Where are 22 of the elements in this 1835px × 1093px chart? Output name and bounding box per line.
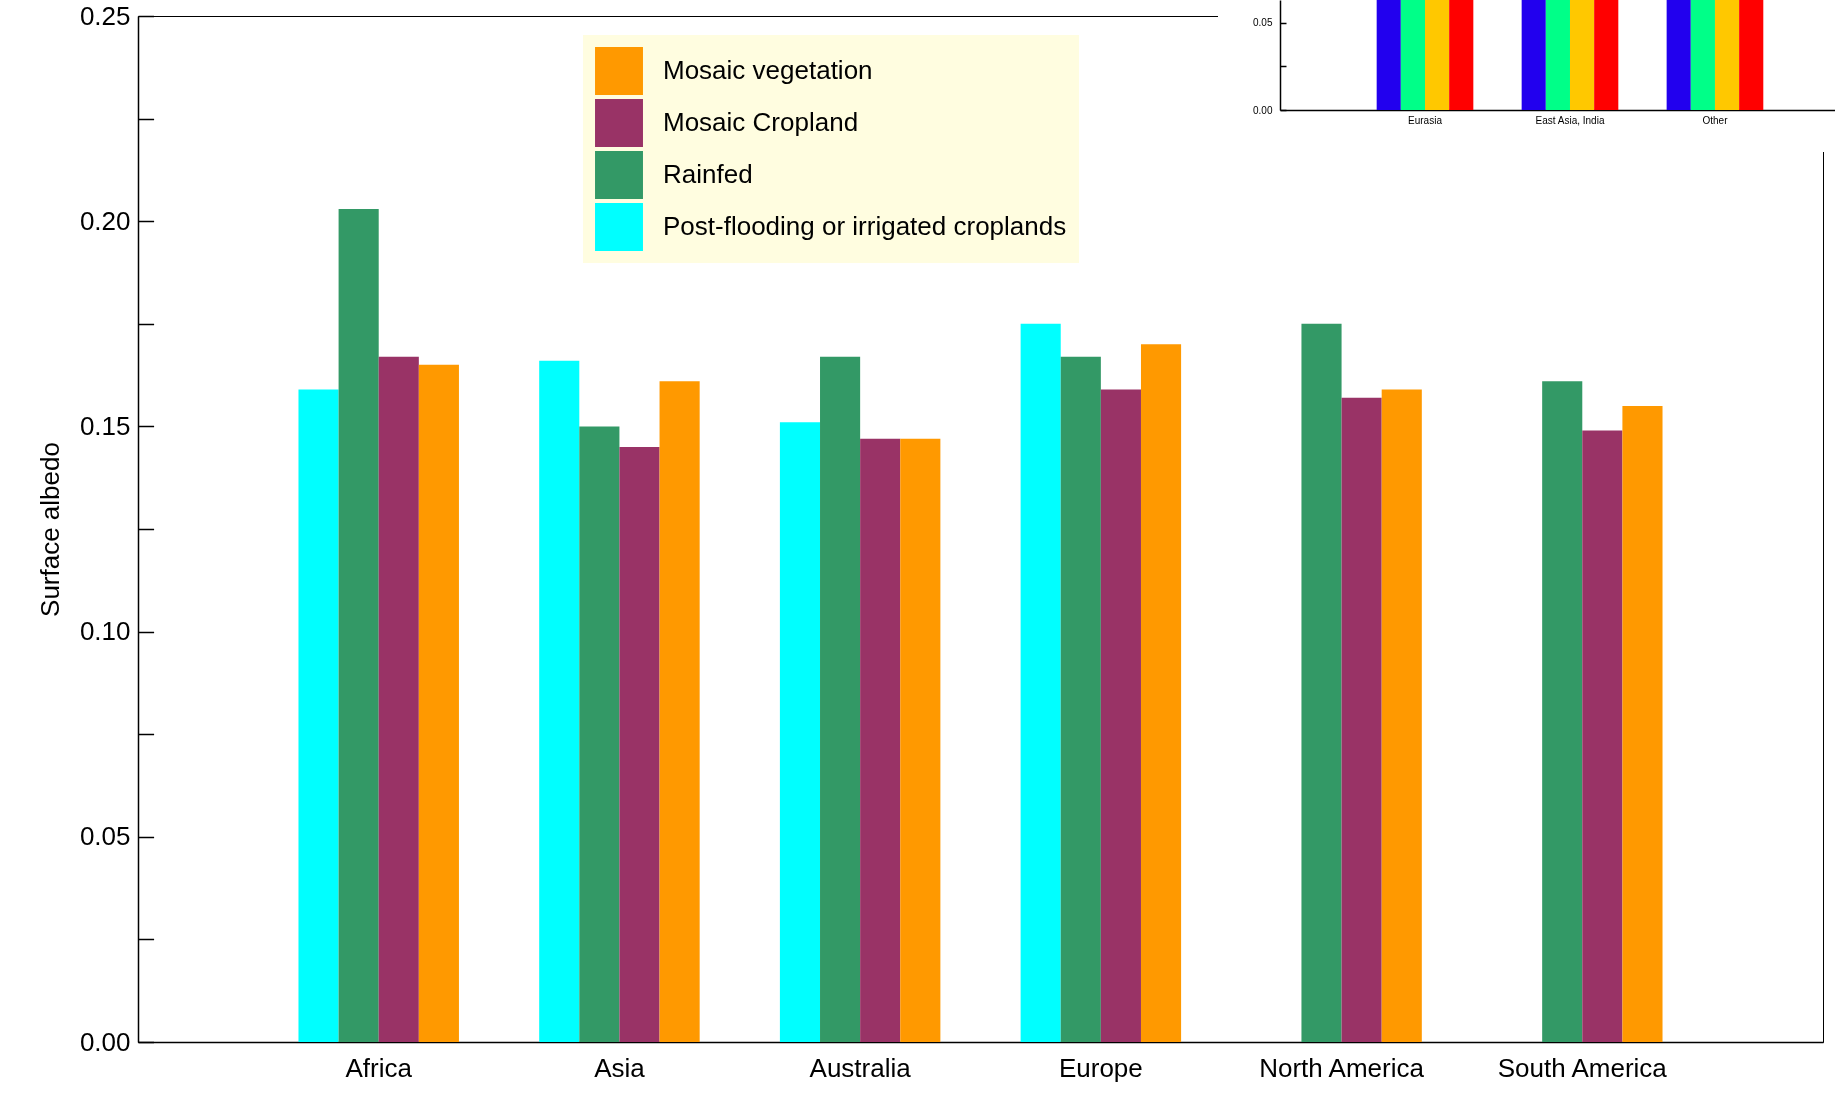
y-tick-label: 0.25 — [79, 0, 131, 31]
x-tick-label: Eurasia — [1408, 114, 1443, 126]
y-tick-label: 0.00 — [79, 1026, 131, 1057]
x-tick-label: Other — [1702, 114, 1729, 126]
x-tick-label: Africa — [345, 1052, 413, 1083]
legend-label: Rainfed — [663, 159, 753, 189]
legend-label: Mosaic vegetation — [663, 55, 873, 85]
y-tick-label: 0.05 — [79, 821, 131, 852]
y-axis-title: Surface albedo — [35, 442, 66, 617]
x-tick-label: Asia — [594, 1052, 646, 1083]
x-tick-label: North America — [1259, 1052, 1425, 1083]
y-tick-label: 0.10 — [79, 616, 131, 647]
x-tick-label: East Asia, India — [1535, 114, 1605, 126]
legend-label: Mosaic Cropland — [663, 107, 859, 137]
y-tick-label: 0.20 — [79, 205, 131, 236]
x-tick-label: Australia — [809, 1052, 912, 1083]
x-tick-label: Europe — [1058, 1052, 1143, 1083]
x-tick-label: South America — [1497, 1052, 1668, 1083]
y-tick-label: 0.05 — [1253, 17, 1273, 29]
y-tick-label: 0.15 — [79, 410, 131, 441]
y-tick-label: 0.00 — [1253, 104, 1273, 116]
legend-label: Post-flooding or irrigated croplands — [663, 211, 1067, 241]
